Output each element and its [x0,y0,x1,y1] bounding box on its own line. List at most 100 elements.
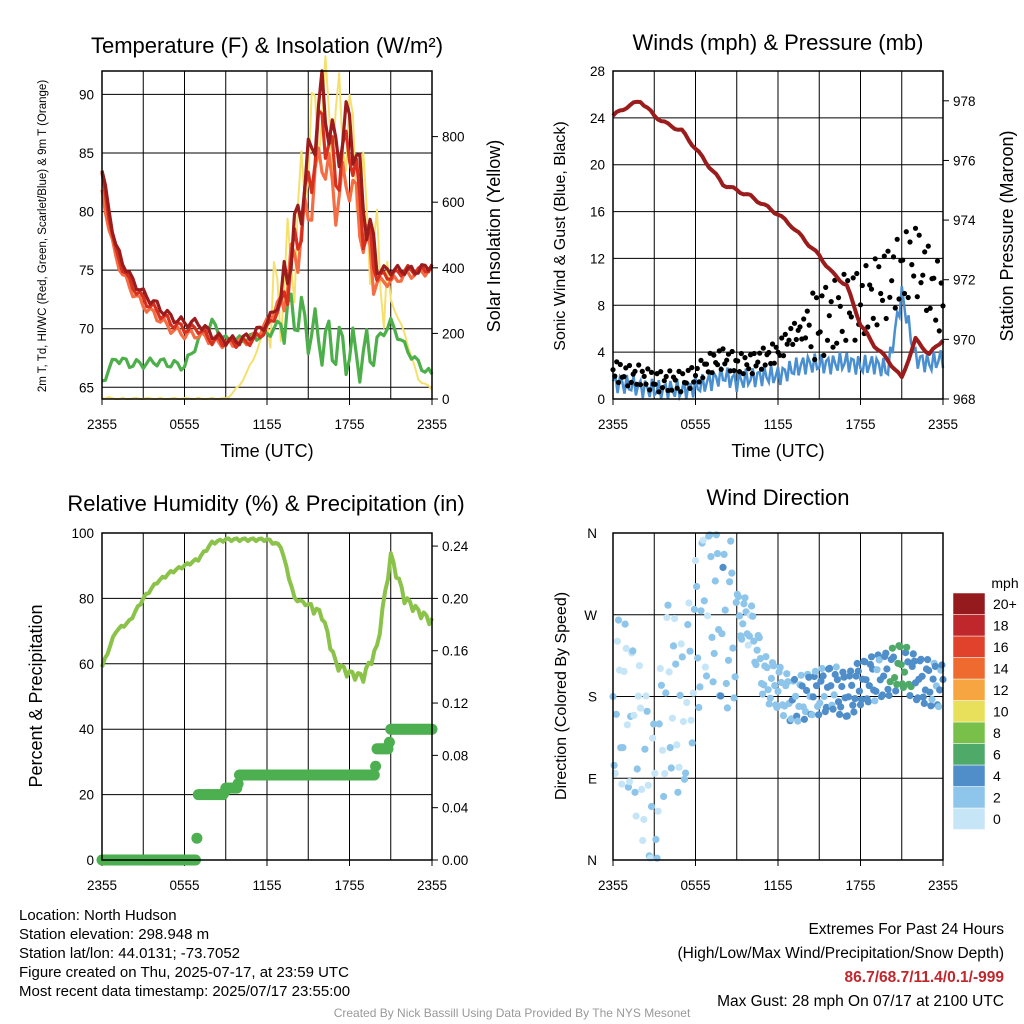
gust-point [658,369,664,375]
y-tick-label: 100 [71,526,94,541]
gust-point [729,348,735,355]
y2-tick-label: 0.16 [442,644,468,659]
direction-point [644,781,652,789]
colorbar-swatch [952,786,986,809]
colorbar-swatch [952,614,986,637]
y-tick-label: 24 [590,111,606,126]
gust-point [648,369,655,375]
gust-point [845,278,851,284]
direction-point [612,710,620,718]
direction-point [610,761,618,769]
gust-point [692,372,699,379]
y-tick-label: 90 [79,87,94,102]
direction-point [904,658,912,666]
gust-point [843,337,849,343]
gust-point [639,368,645,374]
gust-point [782,331,788,337]
x-tick-label: 2355 [598,417,628,432]
direction-point [892,687,900,695]
wind-ylabel-right: Station Pressure (Maroon) [997,130,1017,341]
direction-point [878,691,887,699]
direction-point [730,694,738,702]
gust-point [623,365,629,371]
y-tick-label: N [587,526,597,541]
gust-point [903,229,909,235]
direction-point [709,678,717,686]
gust-point [790,341,796,347]
y2-tick-label: 970 [953,332,976,347]
direction-point [767,674,776,683]
direction-point [707,553,715,561]
x-tick-label: 0555 [680,878,710,893]
direction-point [665,668,673,676]
colorbar-label: 10 [993,703,1009,719]
info-location: Location: North Hudson [19,907,177,924]
direction-point [865,682,873,690]
direction-point [848,681,856,690]
gust-point [617,361,623,368]
gust-point [874,322,880,328]
colorbar-label: 14 [993,660,1009,676]
direction-point [820,692,828,701]
direction-point [794,717,802,725]
direction-point [815,711,823,719]
direction-point [827,682,835,690]
direction-point [652,835,660,844]
direction-point [639,836,647,845]
x-tick-label: 2355 [598,878,628,893]
gust-point [839,328,845,334]
direction-point [695,703,703,712]
gust-point [894,236,900,242]
plot-frame [101,70,433,400]
gust-point [802,335,809,341]
colorbar-swatch [952,678,986,701]
gust-point [700,375,706,381]
pressure-line [611,99,945,380]
x-tick-label: 0555 [169,878,199,893]
direction-point [833,676,842,684]
gust-point [863,263,869,269]
direction-point [687,716,695,724]
gust-point [643,381,649,387]
direction-point [696,683,704,691]
direction-point [632,812,640,820]
y-tick-label: 75 [79,263,94,278]
direction-point [619,744,627,752]
direction-point [613,637,622,645]
precip-point [191,832,203,844]
direction-point [675,763,683,771]
direction-point [728,569,736,577]
plot-frame [101,532,433,861]
direction-point [690,605,699,614]
gust-point [698,357,704,363]
direction-point [638,785,646,794]
direction-point [640,815,648,824]
direction-point [843,712,851,720]
gust-point [766,349,772,356]
gust-point [757,350,763,356]
direction-point [837,703,845,711]
direction-point [671,615,679,623]
gust-point [791,320,798,326]
direction-point [699,536,707,544]
rh-line [100,536,434,684]
gust-point [769,341,776,347]
direction-point [875,656,883,664]
gust-point [810,290,816,296]
gust-point [878,290,884,297]
direction-point [808,711,816,719]
y-tick-label: 28 [590,64,605,79]
gust-point [628,379,634,385]
credit-line: Created By Nick Bassill Using Data Provi… [333,1006,691,1020]
gust-point [823,284,829,290]
gust-point [714,362,721,368]
direction-point [822,703,831,712]
y2-tick-label: 968 [953,392,976,407]
direction-point [620,667,628,676]
direction-point [660,792,668,801]
gust-point [720,346,726,352]
extremes-info: Extremes For Past 24 Hours (High/Low/Max… [678,918,1005,1014]
x-tick-label: 1755 [845,417,875,432]
direction-point [719,563,727,572]
